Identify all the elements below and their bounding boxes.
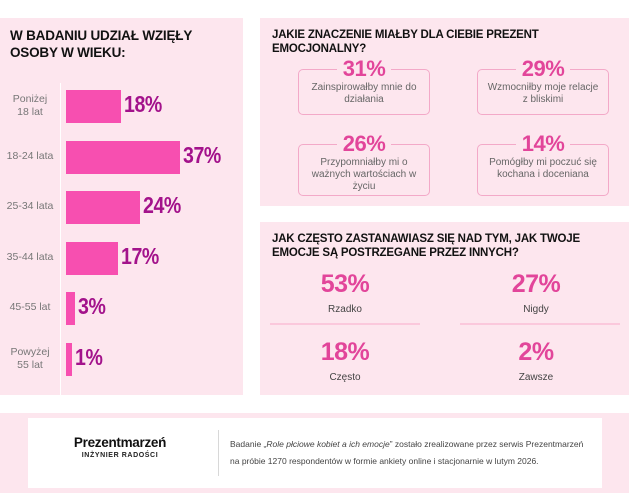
gift-card-percent: 26% [299, 131, 429, 157]
gift-card-percent-value: 29% [515, 56, 571, 81]
brand-logo: Prezentmarzeń INŻYNIER RADOŚCI [60, 435, 180, 459]
age-bar [66, 241, 119, 275]
age-bar [66, 191, 140, 224]
age-category-line: Powyżej [10, 345, 50, 358]
footer-inner: Prezentmarzeń INŻYNIER RADOŚCI Badanie „… [28, 418, 602, 488]
age-value-label: 37% [183, 141, 221, 168]
gift-card-percent-value: 26% [336, 131, 392, 156]
age-value-label: 3% [78, 293, 106, 319]
gift-card-percent-value: 14% [515, 131, 571, 156]
age-bar [66, 90, 122, 123]
age-bar [66, 342, 72, 376]
footer-note: Badanie „Role płciowe kobiet a ich emocj… [230, 438, 595, 468]
study-title: Role płciowe kobiet a ich emocje [266, 439, 390, 449]
freq-category-label: Często [329, 372, 361, 383]
gift-card-text: Zainspirowałby mnie do działania [311, 82, 417, 105]
age-category-label: Powyżej 55 lat [0, 346, 60, 372]
age-panel: W BADANIU UDZIAŁ WZIĘŁY OSOBY W WIEKU: P… [0, 18, 243, 395]
freq-divider-left [270, 323, 420, 325]
age-category-label: 18-24 lata [6, 149, 54, 162]
age-category-line: 55 lat [17, 358, 43, 371]
footer-separator [218, 430, 219, 476]
age-value-label: 18% [124, 91, 163, 117]
age-category-line: Poniżej [12, 93, 48, 105]
age-value-label: 17% [121, 242, 160, 269]
freq-category-label: Nigdy [523, 304, 549, 315]
freq-value-label: 2% [518, 338, 554, 366]
gift-card-text: Pomógłby mi poczuć się kochana i docenia… [489, 157, 597, 180]
gift-card-percent: 29% [478, 56, 608, 82]
freq-value-label: 18% [320, 338, 370, 366]
gift-card-percent: 31% [299, 56, 429, 82]
gift-panel: JAKIE ZNACZENIE MIAŁBY DLA CIEBIE PREZEN… [260, 18, 629, 206]
gift-card-text: Przypomniałby mi o ważnych wartościach w… [311, 157, 417, 192]
age-bar [66, 140, 180, 174]
gift-card: 31% Zainspirowałby mnie do działania [298, 56, 430, 115]
gift-card-percent: 14% [478, 131, 608, 157]
footer-note-line2: na próbie 1270 respondentów w formie ank… [230, 456, 539, 466]
freq-panel-title: JAK CZĘSTO ZASTANAWIASZ SIĘ NAD TYM, JAK… [272, 233, 580, 260]
freq-value-label: 53% [320, 270, 370, 298]
age-panel-title: W BADANIU UDZIAŁ WZIĘŁY OSOBY W WIEKU: [10, 28, 192, 60]
freq-divider-right [460, 323, 620, 325]
gift-panel-title: JAKIE ZNACZENIE MIAŁBY DLA CIEBIE PREZEN… [272, 29, 539, 56]
freq-category-label: Zawsze [518, 372, 554, 383]
brand-tagline: INŻYNIER RADOŚCI [81, 452, 159, 459]
gift-card: 14% Pomógłby mi poczuć się kochana i doce… [477, 131, 609, 196]
age-divider [60, 83, 61, 395]
age-bar [66, 292, 76, 325]
age-category-label: Poniżej 18 lat [0, 93, 60, 119]
freq-category-label: Rzadko [328, 304, 362, 315]
gift-card: 29% Wzmocniłby moje relacje z bliskimi [477, 56, 609, 115]
footer-note-line1: Badanie „Role płciowe kobiet a ich emocj… [230, 439, 584, 449]
age-value-label: 1% [75, 343, 103, 370]
age-category-label: 45-55 lat [9, 301, 51, 313]
freq-value-label: 27% [511, 270, 561, 298]
gift-card-percent-value: 31% [336, 56, 392, 81]
brand-name: Prezentmarzeń [73, 435, 167, 450]
gift-card: 26% Przypomniałby mi o ważnych wartościac… [298, 131, 430, 196]
footer: Prezentmarzeń INŻYNIER RADOŚCI Badanie „… [0, 413, 629, 493]
age-value-label: 24% [142, 192, 181, 218]
age-category-line: 18 lat [17, 106, 43, 118]
age-category-label: 25-34 lata [6, 200, 54, 212]
gift-card-text: Wzmocniłby moje relacje z bliskimi [487, 82, 599, 105]
freq-panel: JAK CZĘSTO ZASTANAWIASZ SIĘ NAD TYM, JAK… [260, 222, 629, 395]
age-category-label: 35-44 lata [6, 250, 54, 263]
